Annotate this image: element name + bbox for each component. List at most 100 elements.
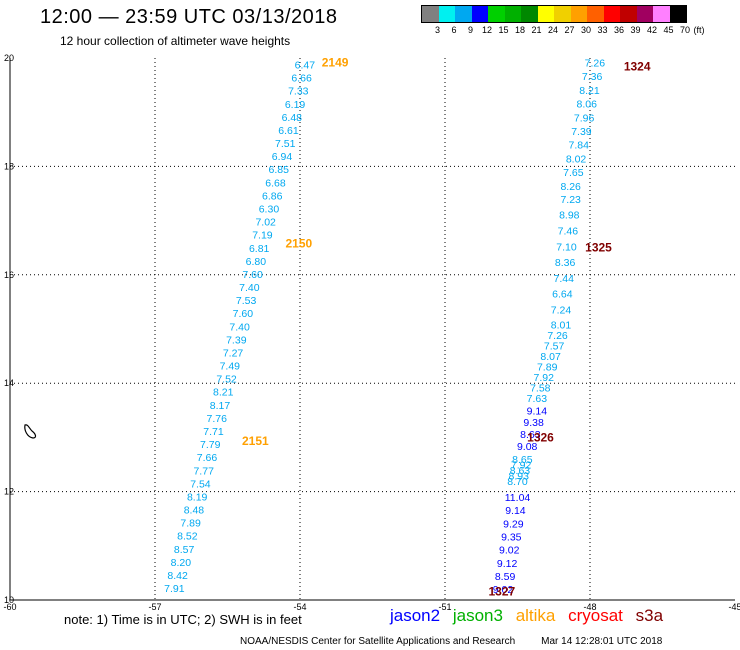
- wave-height-value: 8.59: [495, 571, 516, 583]
- wave-height-value: 8.65: [512, 454, 533, 466]
- color-scale-cell: [537, 6, 554, 22]
- color-scale-cell: [422, 6, 439, 22]
- wave-height-value: 8.63: [510, 465, 531, 477]
- wave-height-value: 8.70: [507, 476, 528, 488]
- wave-height-value: 7.10: [556, 241, 577, 253]
- wave-height-value: 7.84: [569, 140, 590, 152]
- wave-height-value: 8.52: [177, 531, 198, 543]
- color-scale-label: 18: [514, 25, 525, 35]
- color-scale-label: 30: [580, 25, 591, 35]
- color-scale-label: 15: [498, 25, 509, 35]
- color-scale-label: 3: [434, 25, 440, 35]
- pass-number-label: 1326: [527, 430, 554, 444]
- wave-height-value: 7.60: [242, 269, 263, 281]
- wave-height-value: 7.63: [527, 393, 548, 405]
- legend-altika: altika: [515, 606, 556, 625]
- wave-height-value: 7.71: [203, 426, 224, 438]
- island-outline: [24, 424, 37, 439]
- pass-number-label: 2151: [242, 434, 269, 448]
- wave-height-value: 8.63: [520, 429, 541, 441]
- wave-height-value: 8.57: [174, 544, 195, 556]
- pass-number-label: 2149: [322, 55, 349, 69]
- wave-height-value: 7.23: [560, 194, 581, 206]
- wave-height-value: 7.39: [226, 334, 247, 346]
- wave-height-value: 7.89: [537, 361, 558, 373]
- y-tick-label: 16: [4, 270, 14, 280]
- wave-height-value: 7.33: [288, 86, 309, 98]
- wave-height-value: 7.76: [207, 413, 228, 425]
- wave-height-value: 8.48: [184, 505, 205, 517]
- wave-height-value: 6.66: [291, 73, 312, 85]
- grid-lines: [10, 58, 735, 600]
- wave-height-value: 7.46: [558, 226, 579, 238]
- wave-height-value: 7.26: [585, 57, 606, 69]
- wave-height-value: 6.94: [272, 151, 293, 163]
- wave-height-value: 6.48: [282, 112, 303, 124]
- footer-timestamp: Mar 14 12:28:01 UTC 2018: [541, 636, 663, 647]
- wave-height-value: 9.14: [527, 405, 548, 417]
- x-tick-label: -54: [293, 602, 306, 612]
- wave-height-value: 7.27: [223, 347, 244, 359]
- wave-height-value: 11.04: [505, 492, 531, 504]
- wave-height-value: 7.19: [252, 230, 273, 242]
- pass-number-label: 2150: [286, 236, 313, 250]
- color-scale-label: 24: [547, 25, 558, 35]
- wave-height-value: 7.91: [164, 583, 185, 595]
- axes: [9, 58, 735, 601]
- wave-height-value: 8.02: [566, 153, 587, 165]
- wave-height-value: 9.12: [497, 558, 518, 570]
- wave-height-value: 8.36: [555, 257, 576, 269]
- chart-title: 12:00 — 23:59 UTC 03/13/2018: [40, 6, 338, 28]
- wave-height-value: 6.19: [285, 99, 306, 111]
- pass-number-label: 1325: [585, 241, 612, 255]
- y-tick-label: 10: [4, 595, 14, 605]
- wave-height-value: 9.14: [505, 505, 526, 517]
- color-scale-label: 42: [646, 25, 657, 35]
- color-scale-cell: [653, 6, 670, 22]
- coastline: [24, 424, 37, 439]
- wave-height-value: 7.96: [574, 112, 595, 124]
- wave-height-value: 7.44: [554, 273, 575, 285]
- wave-height-value: 7.49: [220, 361, 241, 373]
- pass-labels: 2149 2150 2151 1324 1325 1326 1327: [242, 55, 651, 598]
- color-scale-cell: [620, 6, 637, 22]
- color-scale-label: 33: [597, 25, 608, 35]
- wave-height-value: 7.36: [582, 71, 603, 83]
- wave-height-value: 6.80: [246, 256, 267, 268]
- color-scale-label: 36: [613, 25, 624, 35]
- x-tick-label: -48: [583, 602, 596, 612]
- x-tick-label: -51: [438, 602, 451, 612]
- color-scale-label: 45: [663, 25, 674, 35]
- wave-height-value: 7.39: [571, 126, 592, 138]
- legend-s3a: s3a: [635, 606, 664, 625]
- color-scale-label: 12: [481, 25, 492, 35]
- x-tick-label: -57: [148, 602, 161, 612]
- color-scale-unit: (ft): [693, 25, 705, 35]
- color-scale-cell: [521, 6, 538, 22]
- wave-height-value: 8.20: [171, 557, 192, 569]
- wave-height-value: 8.01: [551, 320, 572, 332]
- wave-height-value: 9.38: [523, 417, 544, 429]
- wave-height-value: 8.98: [559, 210, 580, 222]
- wave-height-value: 6.30: [259, 203, 280, 215]
- wave-height-value: 7.24: [551, 304, 572, 316]
- color-scale-label: 70: [679, 25, 690, 35]
- wave-height-value: 7.57: [544, 341, 565, 353]
- x-tick-label: -60: [3, 602, 16, 612]
- color-scale-cell: [504, 6, 521, 22]
- color-scale-label: 21: [531, 25, 542, 35]
- y-tick-label: 18: [4, 161, 14, 171]
- x-tick-label: -45: [728, 602, 740, 612]
- wave-height-value: 7.60: [233, 308, 254, 320]
- wave-height-value: 7.89: [180, 518, 201, 530]
- footer: NOAA/NESDIS Center for Satellite Applica…: [240, 636, 662, 647]
- wave-height-value: 6.64: [552, 289, 573, 301]
- wave-height-value: 6.85: [269, 164, 290, 176]
- wave-height-value: 7.52: [216, 374, 237, 386]
- wave-height-value: 6.81: [249, 243, 270, 255]
- wave-height-value: 7.66: [197, 452, 218, 464]
- y-tick-label: 12: [4, 487, 14, 497]
- wave-height-labels: 6.476.667.336.196.486.617.516.946.856.68…: [164, 57, 605, 596]
- wave-height-value: 7.92: [511, 460, 532, 472]
